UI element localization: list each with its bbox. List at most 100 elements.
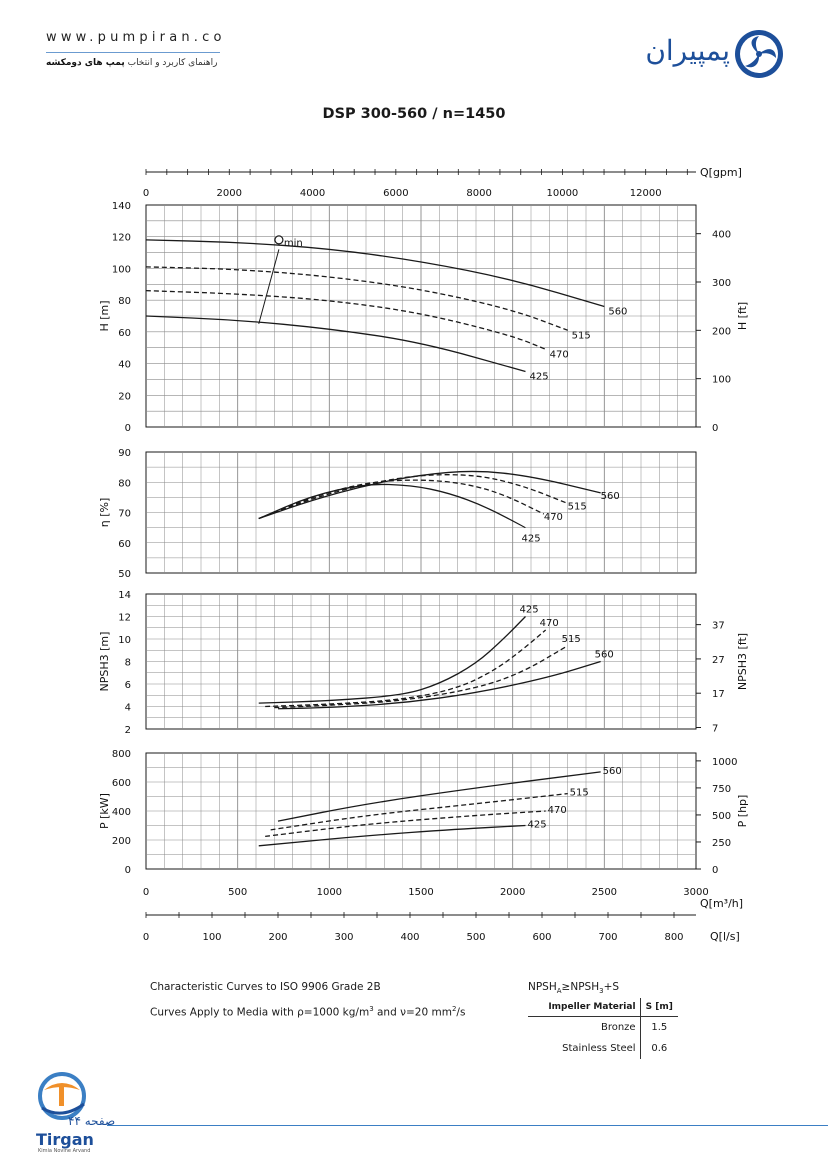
y-tick-label: 90 [118, 448, 131, 459]
y-axis-label: η [%] [98, 498, 111, 528]
curve-470 [265, 629, 547, 708]
y-tick-label: 50 [118, 569, 131, 580]
npsh-formula-a-sub: A [556, 987, 562, 996]
curve-label-560: 560 [601, 491, 620, 502]
curve-label-515: 515 [568, 501, 587, 512]
chart-title: DSP 300-560 / n=1450 [322, 106, 506, 122]
curve-515 [270, 792, 568, 831]
y-tick-label: 200 [112, 836, 131, 847]
y-right-tick-label: 0 [712, 865, 718, 876]
y-right-axis-label: P [hp] [736, 795, 749, 828]
footer-divider [107, 1125, 828, 1126]
s-cell: 0.6 [651, 1043, 668, 1054]
y-tick-label: 120 [112, 233, 131, 244]
curve-label-470: 470 [548, 805, 567, 816]
tirgan-brand: Tirgan [36, 1130, 94, 1149]
x-tick-label: 1500 [408, 887, 433, 898]
curve-560 [277, 660, 601, 710]
curve-label-425: 425 [530, 372, 549, 383]
y-tick-label: 20 [118, 391, 131, 402]
npsh-formula-end: +S [603, 981, 620, 993]
ls-axis-label: Q[l/s] [710, 930, 740, 943]
curve-425 [258, 616, 526, 704]
x-tick-label: 1000 [317, 887, 342, 898]
npsh-formula: NPSHA≥NPSH3+S [528, 976, 678, 998]
x-tick-label: 2000 [500, 887, 525, 898]
x-axis-label: Q[m³/h] [700, 897, 743, 910]
y-tick-label: 12 [118, 613, 131, 624]
y-right-tick-label: 100 [712, 375, 731, 386]
min-flow-label: min [284, 238, 303, 249]
y-right-tick-label: 750 [712, 784, 731, 795]
note-media-prefix: Curves Apply to Media with [150, 1006, 294, 1019]
website-url[interactable]: www.pumpiran.co [46, 30, 226, 45]
panel-head: 0 20 40 60 80 100 120 140 H [m] 0 100 200 300 400 H [f… [98, 201, 749, 434]
header-divider [46, 52, 220, 53]
y-tick-label: 10 [118, 635, 131, 646]
curve-label-560: 560 [608, 306, 627, 317]
y-right-axis-label: H [ft] [736, 302, 749, 330]
x-tick-label: 0 [143, 887, 149, 898]
curve-425 [258, 824, 526, 847]
curve-470 [258, 479, 545, 520]
min-flow-marker [274, 235, 284, 245]
note-nu: ν=20 mm [400, 1006, 452, 1019]
top-tick-label: 2000 [217, 188, 242, 199]
note-media: Curves Apply to Media with ρ=1000 kg/m3 … [150, 998, 465, 1024]
y-right-tick-label: 200 [712, 326, 731, 337]
col-s-margin: S [m] [640, 998, 678, 1017]
ls-tick-label: 0 [143, 932, 149, 943]
table-header-row: Impeller Material S [m] [528, 998, 678, 1017]
y-tick-label: 6 [125, 680, 131, 691]
top-tick-label: 10000 [546, 188, 578, 199]
x-tick-label: 2500 [592, 887, 617, 898]
npsh-margin-table: Impeller Material S [m] Bronze 1.5 Stain… [528, 998, 678, 1059]
top-tick-label: 12000 [630, 188, 662, 199]
top-tick-label: 6000 [383, 188, 408, 199]
npsh-formula-b-sub: 3 [599, 987, 604, 996]
y-right-tick-label: 300 [712, 278, 731, 289]
ls-tick-label: 800 [664, 932, 683, 943]
y-right-axis-label: NPSH3 [ft] [736, 633, 749, 690]
npsh-margin-box: NPSHA≥NPSH3+S Impeller Material S [m] Br… [528, 976, 678, 1059]
table-row: Stainless Steel 0.6 [528, 1038, 678, 1059]
material-cell: Bronze [528, 1016, 641, 1038]
header-subtitle-bold: پمپ های دومکشه [46, 58, 125, 68]
chart-notes: Characteristic Curves to ISO 9906 Grade … [150, 976, 465, 1024]
y-tick-label: 600 [112, 778, 131, 789]
ls-tick-label: 200 [268, 932, 287, 943]
curve-label-425: 425 [528, 820, 547, 831]
note-rho-exp: 3 [369, 1005, 374, 1013]
curve-label-515: 515 [562, 634, 581, 645]
y-right-tick-label: 500 [712, 811, 731, 822]
y-axis-label: H [m] [98, 300, 111, 331]
page-indicator: صفحه ۴۴ [68, 1114, 115, 1128]
y-right-tick-label: 0 [712, 423, 718, 434]
panel-npsh: 2 4 6 8 10 12 14 NPSH3 [m] 7 17 27 37 NPSH3 [ft] 4254… [98, 590, 749, 736]
curve-label-515: 515 [570, 788, 589, 799]
npsh-formula-a: NPSH [528, 981, 557, 993]
page-number: ۴۴ [68, 1114, 81, 1128]
curve-425 [145, 315, 526, 373]
y-right-tick-label: 1000 [712, 757, 737, 768]
s-cell: 1.5 [651, 1022, 668, 1033]
y-tick-label: 70 [118, 509, 131, 520]
x-tick-label: 3000 [683, 887, 708, 898]
curve-label-560: 560 [595, 650, 614, 661]
y-tick-label: 0 [125, 423, 131, 434]
tirgan-logo-icon [38, 1072, 86, 1120]
header-subtitle: راهنمای کاربرد و انتخاب پمپ های دومکشه [46, 58, 220, 68]
y-right-tick-label: 400 [712, 230, 731, 241]
col-impeller-material: Impeller Material [528, 998, 641, 1017]
y-tick-label: 60 [118, 328, 131, 339]
y-tick-label: 4 [125, 703, 131, 714]
curve-425 [258, 483, 526, 529]
curve-label-470: 470 [550, 349, 569, 360]
note-nu-exp: 2 [451, 1005, 457, 1013]
y-right-tick-label: 250 [712, 838, 731, 849]
curve-label-560: 560 [603, 766, 622, 777]
tirgan-brand-sub: Kimia Novine Arvand [38, 1148, 91, 1154]
curve-label-425: 425 [520, 605, 539, 616]
